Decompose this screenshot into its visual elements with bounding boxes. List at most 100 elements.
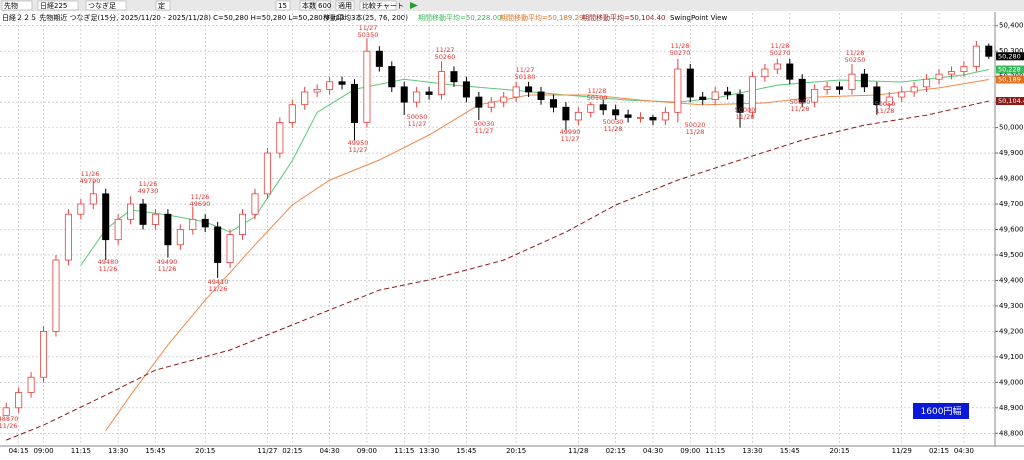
swing-label: 50050: [875, 100, 896, 108]
toolbar-label[interactable]: 定: [158, 1, 165, 10]
swing-label: 50180: [515, 73, 536, 81]
y-tick-label: 49,100: [999, 353, 1024, 361]
candle-body: [661, 111, 669, 121]
swing-label: 11/28: [588, 87, 607, 95]
toolbar-field[interactable]: [85, 0, 127, 11]
toolbar-field[interactable]: [155, 0, 171, 11]
candle-body: [972, 45, 980, 67]
candle-body: [438, 71, 446, 95]
candle-body: [537, 91, 545, 101]
candle-body: [836, 86, 844, 90]
price-tag-label: 50,189: [998, 75, 1021, 83]
candle-body: [599, 104, 607, 111]
toolbar-field[interactable]: [275, 0, 291, 11]
candle-body: [612, 109, 620, 116]
info-title: 日経２２５ 先物期近 つなぎ足(15分, 2025/11/20 - 2025/1…: [2, 13, 345, 22]
x-tick-label: 13:30: [108, 447, 128, 455]
toolbar-label[interactable]: つなぎ足: [88, 1, 116, 10]
info-line: 日経２２５ 先物期近 つなぎ足(15分, 2025/11/20 - 2025/1…: [2, 13, 727, 22]
swing-label: 50100: [587, 94, 608, 102]
toolbar-label[interactable]: 先物: [4, 1, 18, 10]
range-note-box: [913, 403, 969, 419]
x-tick-label: 02:15: [282, 447, 302, 455]
toolbar-label[interactable]: 15: [278, 2, 287, 10]
toolbar-field[interactable]: [37, 0, 79, 11]
toolbar-field[interactable]: [1, 0, 33, 11]
candle-body: [27, 376, 35, 393]
candle-body: [935, 73, 943, 80]
swing-label: 11/27: [516, 66, 535, 74]
candle-body: [562, 106, 570, 121]
swing-label: 50030: [474, 120, 495, 128]
y-tick-label: 48,900: [999, 404, 1024, 412]
x-tick-label: 04:30: [954, 447, 974, 455]
candle-body: [239, 213, 247, 235]
swing-label: 11/26: [191, 193, 210, 201]
toolbar-field[interactable]: [359, 0, 397, 11]
candle-body: [475, 96, 483, 108]
x-tick-label: 09:00: [357, 447, 377, 455]
x-tick-label: 09:00: [680, 447, 700, 455]
toolbar-field[interactable]: [299, 0, 315, 11]
candle-body: [798, 78, 806, 103]
x-tick-label: 20:15: [195, 447, 215, 455]
x-tick-label: 11:15: [394, 447, 414, 455]
price-tag-label: 50,280: [998, 52, 1021, 60]
price-tag-label: 50,104.40: [998, 97, 1024, 105]
swing-label: 49410: [208, 278, 229, 286]
y-tick-label: 48,800: [999, 429, 1024, 437]
candle-body: [885, 96, 893, 106]
candle-body: [2, 407, 10, 416]
candle-body: [251, 193, 259, 215]
swing-label: 11/28: [771, 42, 790, 50]
y-tick-label: 50,300: [999, 47, 1024, 55]
candle-body: [226, 234, 234, 264]
candle-body: [52, 259, 60, 332]
y-tick-label: 50,000: [999, 124, 1024, 132]
swing-label: 11/26: [158, 265, 177, 273]
swing-label: 48870: [0, 415, 18, 423]
toolbar-label[interactable]: 本数: [302, 1, 316, 10]
swing-label: 49990: [560, 128, 581, 136]
y-tick-label: 49,600: [999, 226, 1024, 234]
x-tick-label: 11:15: [71, 447, 91, 455]
info-ma2: 期間移動平均=50,189.29: [500, 13, 584, 22]
toolbar-label[interactable]: 適用: [338, 1, 352, 10]
y-tick-label: 49,300: [999, 302, 1024, 310]
swing-label: 50270: [770, 49, 791, 57]
swing-label: 11/28: [736, 113, 755, 121]
x-tick-label: 15:45: [456, 447, 476, 455]
candle-body: [388, 66, 396, 88]
price-tag: [996, 75, 1024, 84]
candle-body: [114, 218, 122, 241]
x-tick-label: 15:45: [145, 447, 165, 455]
candle-body: [512, 86, 520, 98]
swing-label: 11/27: [561, 135, 580, 143]
candle-body: [301, 91, 309, 106]
info-view: SwingPoint View: [670, 14, 727, 22]
swing-label: 11/27: [475, 127, 494, 135]
toolbar-label[interactable]: 600: [318, 2, 331, 10]
toolbar-field[interactable]: [335, 0, 355, 11]
play-button[interactable]: [410, 2, 418, 9]
swing-label: 50050: [407, 113, 428, 121]
swing-label: 49690: [190, 200, 211, 208]
x-tick-label: 04:30: [320, 447, 340, 455]
toolbar-field[interactable]: [315, 0, 331, 11]
candle-body: [326, 81, 334, 90]
swing-label: 50000: [735, 106, 756, 114]
candle-body: [263, 152, 271, 195]
candle-body: [89, 193, 97, 205]
info-ma3: 期間移動平均=50,104.40: [582, 13, 666, 22]
x-tick-label: 20:15: [506, 447, 526, 455]
candle-body: [574, 111, 582, 121]
candle-body: [923, 78, 931, 88]
toolbar-label[interactable]: 日経225: [40, 1, 67, 10]
swing-label: 11/28: [791, 105, 810, 113]
toolbar-label[interactable]: 比較チャート: [362, 1, 404, 10]
x-tick-label: 02:15: [929, 447, 949, 455]
candle-body: [139, 203, 147, 225]
y-tick-label: 49,500: [999, 251, 1024, 259]
